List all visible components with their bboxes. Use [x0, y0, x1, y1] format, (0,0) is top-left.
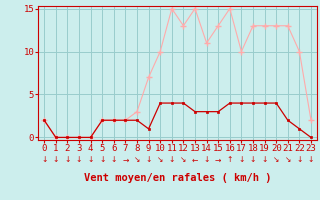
Text: →: →	[122, 155, 129, 164]
Text: ↓: ↓	[250, 155, 256, 164]
Text: ↘: ↘	[284, 155, 291, 164]
Text: ↓: ↓	[76, 155, 82, 164]
Text: ↓: ↓	[169, 155, 175, 164]
Text: ↓: ↓	[296, 155, 303, 164]
Text: ↓: ↓	[238, 155, 244, 164]
Text: ↘: ↘	[180, 155, 187, 164]
Text: ←: ←	[192, 155, 198, 164]
Text: ↓: ↓	[145, 155, 152, 164]
Text: ↓: ↓	[41, 155, 47, 164]
Text: ↘: ↘	[134, 155, 140, 164]
Text: ↓: ↓	[64, 155, 71, 164]
X-axis label: Vent moyen/en rafales ( km/h ): Vent moyen/en rafales ( km/h )	[84, 173, 271, 183]
Text: ↓: ↓	[261, 155, 268, 164]
Text: ↓: ↓	[87, 155, 94, 164]
Text: ↓: ↓	[52, 155, 59, 164]
Text: ↓: ↓	[99, 155, 105, 164]
Text: ↘: ↘	[157, 155, 164, 164]
Text: ↓: ↓	[111, 155, 117, 164]
Text: ↓: ↓	[308, 155, 314, 164]
Text: →: →	[215, 155, 221, 164]
Text: ↘: ↘	[273, 155, 279, 164]
Text: ↑: ↑	[227, 155, 233, 164]
Text: ↓: ↓	[204, 155, 210, 164]
